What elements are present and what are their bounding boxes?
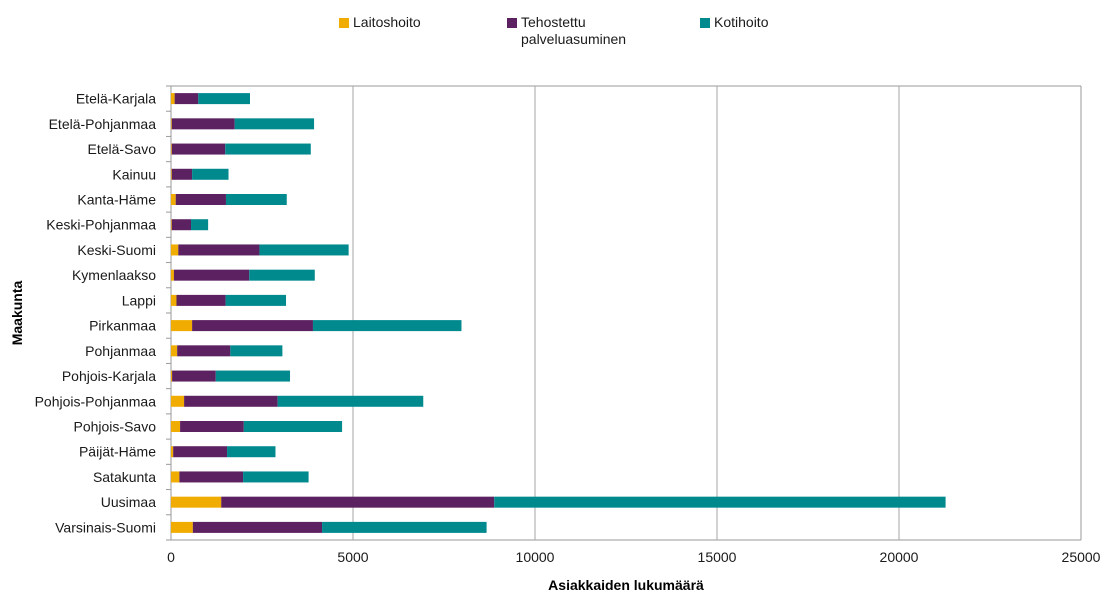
bar-laitoshoito-pohjois-pohjanmaa: [171, 395, 185, 407]
bar-laitoshoito-pohjois-savo: [171, 421, 181, 432]
x-tick-labels: 0 5000 10000 15000 20000 25000: [167, 549, 1101, 565]
bar-tehostettu-varsinais-suomi: [192, 521, 323, 533]
bar-kotihoito-keski-pohjanmaa: [191, 219, 209, 231]
y-axis-title: Maakunta: [9, 281, 25, 346]
bar-tehostettu-uusimaa: [221, 496, 495, 508]
bar-kotihoito-lappi: [225, 294, 287, 306]
y-tick-label: Pohjanmaa: [85, 343, 156, 359]
bar-tehostettu-pohjanmaa: [177, 345, 231, 357]
bar-laitoshoito-etelä-karjala: [171, 93, 175, 105]
bar-laitoshoito-keski-pohjanmaa: [171, 219, 172, 231]
y-tick-label: Keski-Pohjanmaa: [46, 217, 156, 233]
legend: Laitoshoito Tehostettu palveluasuminen K…: [0, 14, 1101, 64]
bar-laitoshoito-pohjois-karjala: [171, 370, 173, 382]
legend-swatch-kotihoito: [700, 18, 710, 28]
y-tick-label: Pohjois-Savo: [74, 419, 157, 435]
bar-kotihoito-päijät-häme: [227, 446, 276, 458]
bar-tehostettu-kanta-häme: [175, 194, 226, 205]
bar-laitoshoito-uusimaa: [171, 496, 222, 508]
y-tick-label: Pirkanmaa: [89, 318, 156, 334]
y-tick-label: Pohjois-Pohjanmaa: [35, 393, 157, 409]
legend-swatch-laitoshoito: [339, 18, 349, 28]
bar-kotihoito-etelä-pohjanmaa: [234, 118, 315, 130]
x-tick-label: 20000: [880, 549, 919, 565]
grid: [166, 85, 1082, 541]
bar-tehostettu-keski-suomi: [178, 244, 260, 256]
bar-kotihoito-pohjois-pohjanmaa: [277, 395, 424, 407]
y-tick-label: Lappi: [122, 292, 156, 308]
legend-label-kotihoito: Kotihoito: [714, 14, 769, 30]
bar-tehostettu-keski-pohjanmaa: [171, 219, 192, 231]
bar-kotihoito-pohjois-savo: [243, 421, 343, 432]
y-tick-label: Varsinais-Suomi: [55, 519, 156, 535]
y-tick-label: Keski-Suomi: [77, 242, 156, 258]
y-tick-label: Etelä-Karjala: [76, 91, 156, 107]
bar-kotihoito-varsinais-suomi: [322, 521, 487, 533]
x-tick-label: 0: [167, 549, 175, 565]
x-tick-label: 10000: [516, 549, 555, 565]
y-tick-label: Uusimaa: [101, 494, 156, 510]
bar-laitoshoito-satakunta: [171, 471, 180, 483]
y-tick-label: Pohjois-Karjala: [62, 368, 156, 384]
y-tick-label: Etelä-Pohjanmaa: [49, 116, 157, 132]
y-tick-label: Satakunta: [93, 469, 156, 485]
bar-kotihoito-uusimaa: [494, 496, 946, 508]
legend-label-laitoshoito: Laitoshoito: [353, 14, 421, 30]
bar-laitoshoito-kanta-häme: [171, 194, 176, 205]
bar-tehostettu-pohjois-pohjanmaa: [184, 395, 278, 407]
y-tick-labels: Etelä-Karjala Etelä-Pohjanmaa Etelä-Savo Ka…: [35, 91, 157, 536]
legend-label-tehostettu: Tehostettu palveluasuminen: [521, 14, 627, 47]
bar-kotihoito-pirkanmaa: [312, 320, 462, 332]
bar-laitoshoito-pirkanmaa: [171, 320, 193, 332]
y-tick-label: Kainuu: [112, 166, 156, 182]
bar-kotihoito-pohjanmaa: [230, 345, 283, 357]
y-tick-label: Etelä-Savo: [88, 141, 157, 157]
bar-tehostettu-lappi: [176, 294, 226, 306]
bar-tehostettu-etelä-pohjanmaa: [171, 118, 235, 130]
y-tick-label: Kanta-Häme: [77, 192, 156, 208]
bar-laitoshoito-etelä-pohjanmaa: [171, 118, 172, 130]
bar-kotihoito-etelä-savo: [225, 143, 311, 155]
x-axis-title: Asiakkaiden lukumäärä: [548, 577, 704, 593]
x-tick-label: 5000: [337, 549, 368, 565]
bar-tehostettu-satakunta: [179, 471, 244, 483]
bar-laitoshoito-päijät-häme: [171, 446, 174, 458]
y-tick-label: Kymenlaakso: [72, 267, 156, 283]
bar-kotihoito-kymenlaakso: [249, 269, 315, 281]
bar-kotihoito-satakunta: [243, 471, 309, 483]
bar-tehostettu-pirkanmaa: [192, 320, 313, 332]
bar-laitoshoito-kainuu: [171, 168, 172, 180]
bar-laitoshoito-lappi: [171, 294, 177, 306]
bar-kotihoito-pohjois-karjala: [215, 370, 291, 382]
bar-tehostettu-kainuu: [171, 168, 193, 180]
bar-kotihoito-etelä-karjala: [198, 93, 250, 105]
bar-kotihoito-keski-suomi: [259, 244, 349, 256]
x-tick-label: 25000: [1062, 549, 1101, 565]
bar-tehostettu-pohjois-karjala: [172, 370, 216, 382]
bars: [171, 93, 946, 533]
x-tick-label: 15000: [698, 549, 737, 565]
bar-kotihoito-kanta-häme: [225, 194, 287, 205]
bar-tehostettu-pohjois-savo: [180, 421, 244, 432]
bar-tehostettu-kymenlaakso: [173, 269, 250, 281]
bar-laitoshoito-etelä-savo: [171, 143, 172, 155]
bar-laitoshoito-kymenlaakso: [171, 269, 174, 281]
bar-kotihoito-kainuu: [192, 168, 229, 180]
bar-laitoshoito-keski-suomi: [171, 244, 179, 256]
bar-tehostettu-päijät-häme: [173, 446, 228, 458]
y-tick-label: Päijät-Häme: [79, 444, 156, 460]
bar-tehostettu-etelä-savo: [171, 143, 226, 155]
bar-laitoshoito-varsinais-suomi: [171, 521, 193, 533]
legend-swatch-tehostettu: [507, 18, 517, 28]
bar-tehostettu-etelä-karjala: [174, 93, 199, 105]
bar-laitoshoito-pohjanmaa: [171, 345, 178, 357]
